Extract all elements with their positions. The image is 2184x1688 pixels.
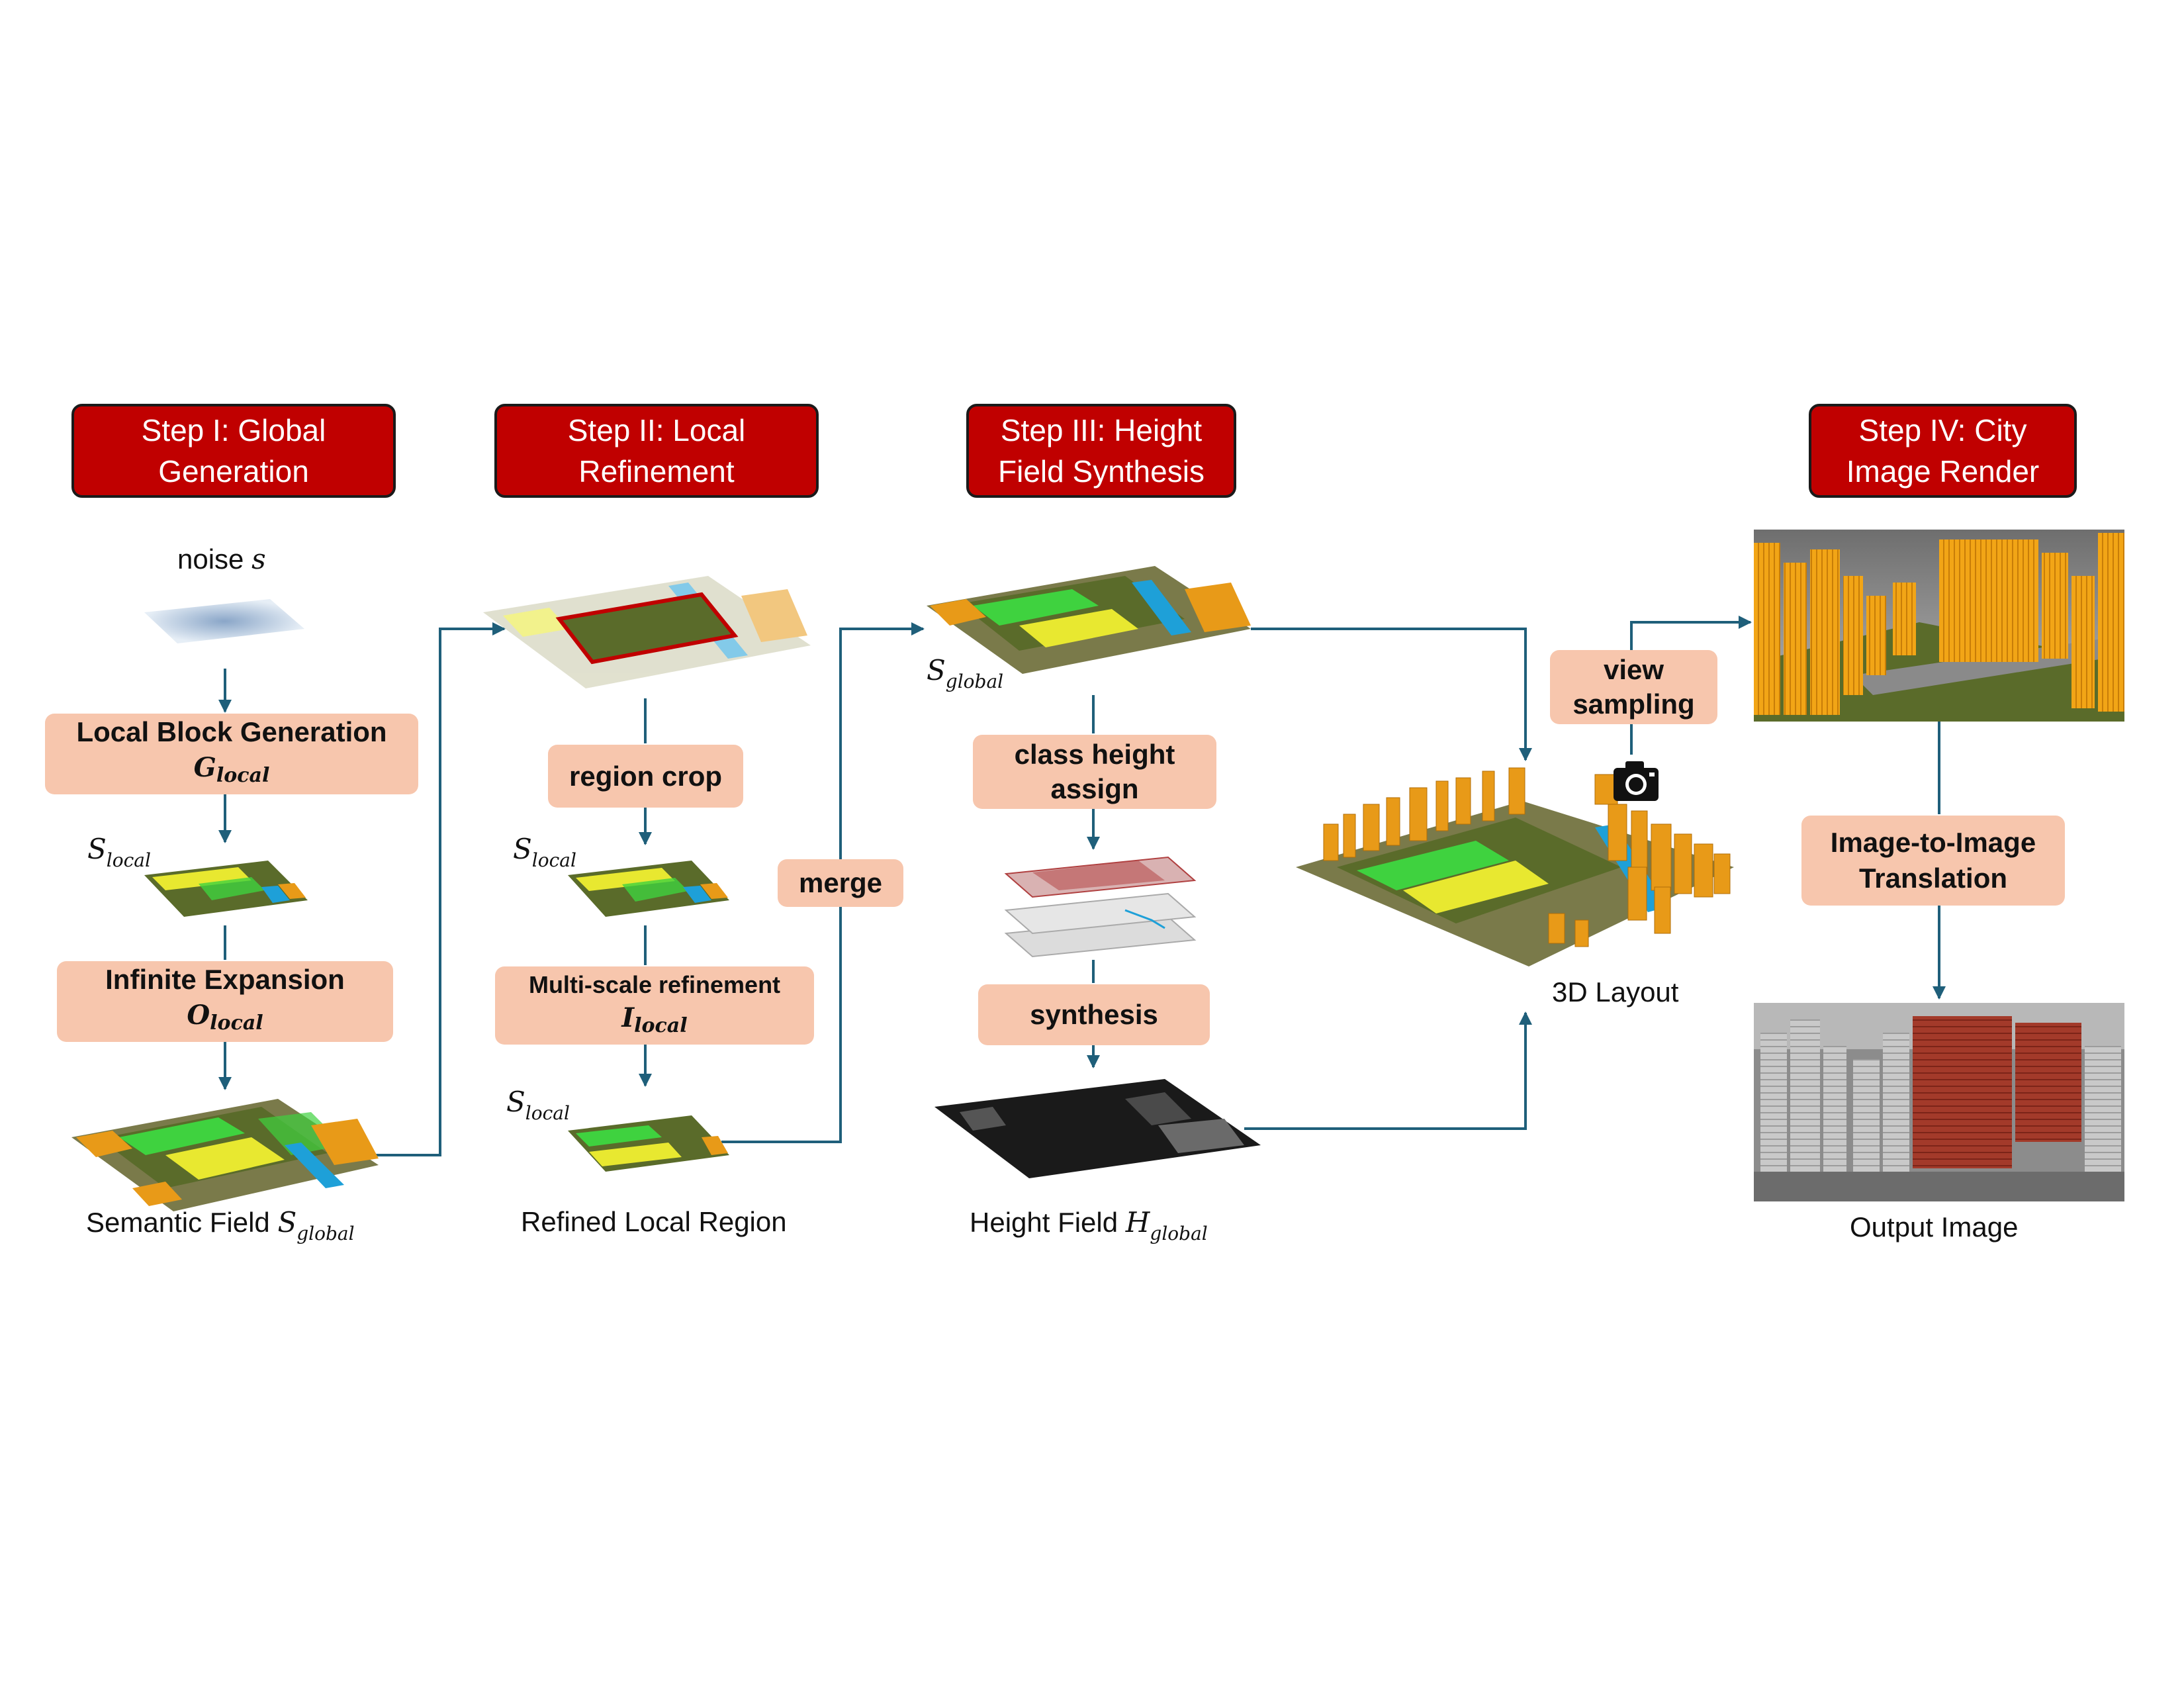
- step4-header: Step IV: City Image Render: [1809, 404, 2077, 498]
- arrow-heightfield-to-3dlayout: [1244, 1011, 1532, 1130]
- step1-title: Step I: Global Generation: [141, 413, 326, 489]
- olocal-symbol: Olocal: [187, 1000, 263, 1035]
- slocal-map-step2a: [568, 861, 729, 917]
- arrow-sglobal-to-3dlayout: [1251, 628, 1532, 761]
- sglobal-label-step3: Sglobal: [927, 654, 1004, 692]
- step2-header: Step II: Local Refinement: [494, 404, 819, 498]
- infinite-expansion-box: Infinite Expansion Olocal: [57, 961, 393, 1042]
- output-image: [1754, 1003, 2124, 1201]
- 3d-layout-render: [1296, 767, 1734, 966]
- step3-title: Step III: Height Field Synthesis: [998, 413, 1205, 489]
- camera-icon: [1614, 761, 1659, 801]
- city-render-image: [1754, 530, 2124, 722]
- noise-label: noise s: [177, 543, 266, 575]
- class-height-assign-box: class height assign: [973, 735, 1216, 809]
- region-crop-box: region crop: [548, 745, 743, 808]
- step1-header: Step I: Global Generation: [71, 404, 396, 498]
- refined-local-region-caption: Refined Local Region: [521, 1206, 787, 1237]
- class-height-layers: [1004, 856, 1197, 958]
- ilocal-symbol: Ilocal: [621, 1002, 688, 1037]
- connectors: [218, 616, 1946, 1156]
- crop-region-outline: [555, 592, 739, 665]
- slocal-label-step2b: Slocal: [506, 1086, 570, 1124]
- image-to-image-translation-box: Image-to-Image Translation: [1801, 816, 2065, 906]
- height-field-caption: Height Field Hglobal: [970, 1206, 1208, 1244]
- view-sampling-box: view sampling: [1550, 650, 1717, 724]
- step4-title: Step IV: City Image Render: [1846, 413, 2040, 489]
- slocal-label-step1: Slocal: [87, 833, 151, 871]
- slocal-label-step2a: Slocal: [513, 833, 576, 871]
- step3-header: Step III: Height Field Synthesis: [966, 404, 1236, 498]
- output-image-caption: Output Image: [1850, 1211, 2019, 1243]
- multiscale-refinement-box: Multi-scale refinement Ilocal: [495, 966, 814, 1045]
- arrow-semantic-to-step2: [374, 622, 506, 1156]
- slocal-map-step1: [144, 861, 308, 917]
- height-field-map: [934, 1079, 1261, 1178]
- sglobal-map-step3: [927, 566, 1251, 674]
- local-block-generation-box: Local Block Generation Glocal: [45, 714, 418, 794]
- glocal-symbol: Glocal: [193, 752, 270, 787]
- semantic-field-global-map: [71, 1099, 379, 1211]
- step2-title: Step II: Local Refinement: [567, 413, 746, 489]
- 3d-layout-caption: 3D Layout: [1552, 976, 1679, 1008]
- noise-plane: [144, 599, 304, 643]
- slocal-map-step2b: [568, 1115, 729, 1172]
- semantic-field-caption: Semantic Field Sglobal: [86, 1206, 355, 1244]
- merge-box: merge: [778, 859, 903, 907]
- synthesis-box: synthesis: [978, 984, 1210, 1045]
